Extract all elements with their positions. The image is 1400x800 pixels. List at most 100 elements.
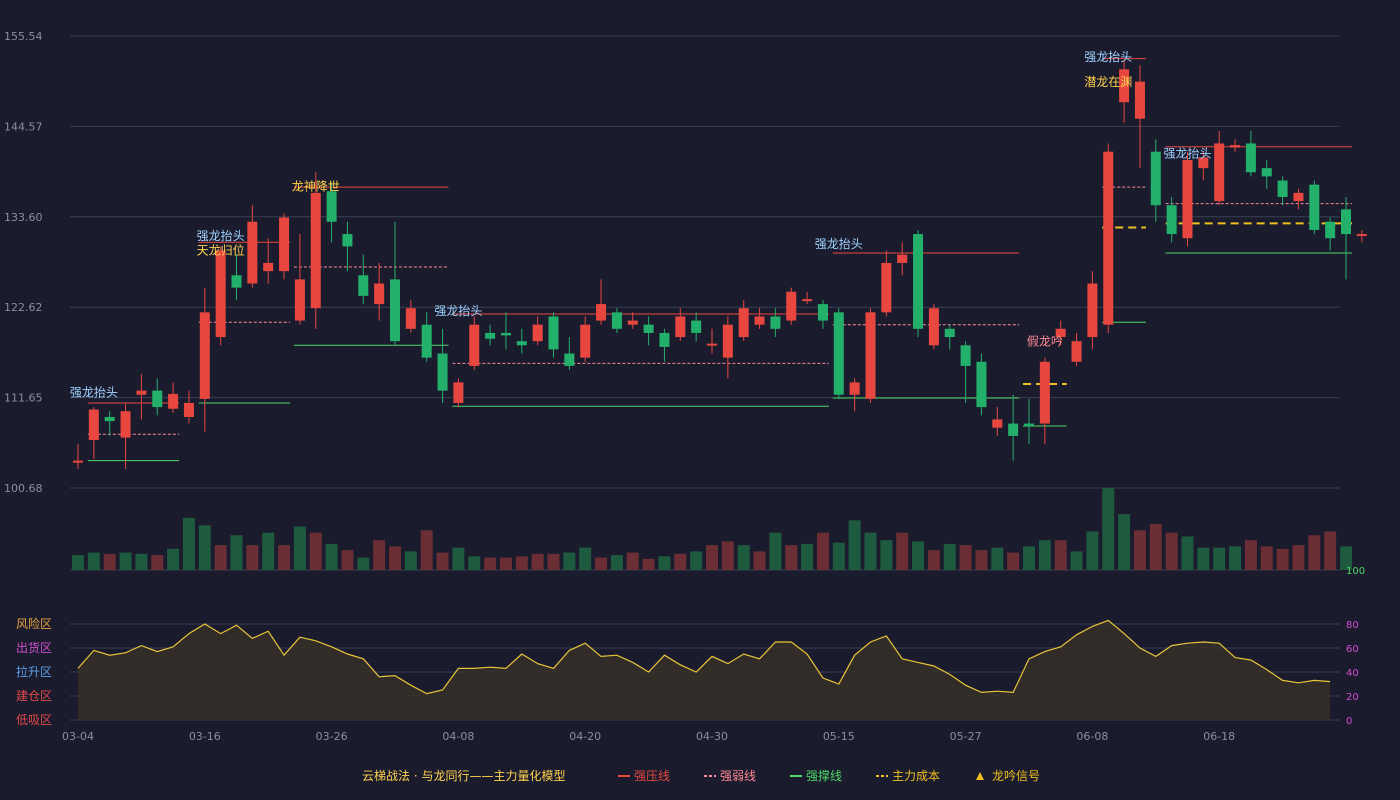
volume-bar xyxy=(246,545,259,570)
volume-bar xyxy=(832,542,845,570)
candle-body xyxy=(738,308,749,338)
candle-body xyxy=(881,262,892,313)
candle-body xyxy=(675,316,686,338)
candle-body xyxy=(1182,159,1193,239)
candle-body xyxy=(611,312,622,329)
volume-bar xyxy=(547,553,560,570)
legend-title: 云梯战法 · 与龙同行——主力量化模型 xyxy=(362,769,565,783)
candle-body xyxy=(1039,361,1050,424)
signal-label: 强龙抬头 xyxy=(815,237,863,251)
candle-body xyxy=(1356,234,1367,237)
x-tick-label: 04-08 xyxy=(442,730,474,743)
candle-body xyxy=(310,192,321,309)
volume-bar xyxy=(515,556,528,570)
zone-label: 建仓区 xyxy=(16,689,52,703)
candle-body xyxy=(754,316,765,325)
candle-body xyxy=(1245,143,1256,173)
candle-body xyxy=(865,312,876,399)
volume-bar xyxy=(1070,551,1083,570)
x-tick-label: 03-04 xyxy=(62,730,94,743)
volume-bar xyxy=(135,553,148,570)
candle-body xyxy=(421,324,432,358)
candle-body xyxy=(1261,168,1272,177)
x-tick-label: 03-26 xyxy=(316,730,348,743)
volume-bar xyxy=(690,551,703,570)
volume-bar xyxy=(769,532,782,570)
indicator-axis-label: 60 xyxy=(1346,644,1359,655)
candle-body xyxy=(294,279,305,321)
candle-body xyxy=(960,345,971,366)
volume-bar xyxy=(943,543,956,570)
volume-bar xyxy=(1308,535,1321,570)
candle-body xyxy=(849,382,860,395)
candle-body xyxy=(104,416,115,422)
candle-body xyxy=(976,361,987,408)
y-tick-label: 133.60 xyxy=(4,211,43,224)
volume-bar xyxy=(1102,488,1115,570)
y-tick-label: 122.62 xyxy=(4,301,43,314)
volume-bar xyxy=(563,552,576,570)
volume-bar xyxy=(848,520,861,570)
candle-body xyxy=(263,262,274,272)
volume-bar xyxy=(753,551,766,570)
candle-body xyxy=(1150,151,1161,206)
x-tick-label: 04-30 xyxy=(696,730,728,743)
candle-body xyxy=(1214,143,1225,202)
volume-bar xyxy=(721,541,734,570)
volume-bar xyxy=(325,543,338,570)
y-tick-label: 155.54 xyxy=(4,30,43,43)
volume-bar xyxy=(1324,531,1337,570)
candle-body xyxy=(913,234,924,329)
candle-body xyxy=(1277,180,1288,197)
volume-bar xyxy=(1197,547,1210,570)
candle-body xyxy=(580,324,591,358)
candle-body xyxy=(1055,328,1066,338)
candle-body xyxy=(326,191,337,222)
indicator-axis-label: 20 xyxy=(1346,692,1359,703)
candle-body xyxy=(500,332,511,336)
volume-axis-label: 100 xyxy=(1346,566,1365,577)
candle-body xyxy=(231,275,242,288)
volume-bar xyxy=(436,552,449,570)
signal-label: 龙神降世 xyxy=(292,179,340,193)
volume-bar xyxy=(357,557,370,570)
candle-body xyxy=(1134,81,1145,119)
x-tick-label: 05-27 xyxy=(950,730,982,743)
volume-bar xyxy=(1229,546,1242,570)
volume-bar xyxy=(880,540,893,570)
candle-body xyxy=(1119,69,1130,103)
candle-body xyxy=(691,320,702,333)
volume-bar xyxy=(1086,531,1099,570)
volume-bar xyxy=(1292,545,1305,570)
volume-bar xyxy=(1023,546,1035,570)
candle-body xyxy=(136,390,147,395)
candle-body xyxy=(770,316,781,329)
candle-body xyxy=(532,324,543,342)
candle-body xyxy=(1166,205,1177,235)
candle-body xyxy=(358,275,369,296)
volume-bar xyxy=(151,555,164,570)
volume-bar xyxy=(182,517,195,570)
candle-body xyxy=(707,343,717,346)
volume-bar xyxy=(642,558,655,570)
volume-bar xyxy=(87,552,100,570)
signal-label: 强龙抬头 xyxy=(197,229,245,243)
volume-bar xyxy=(1118,514,1131,570)
indicator-line xyxy=(77,619,1331,695)
candle-body xyxy=(897,254,908,263)
volume-bar xyxy=(1260,546,1273,570)
candle-body xyxy=(1071,341,1082,362)
volume-bar xyxy=(579,547,592,570)
candle-body xyxy=(437,353,448,391)
candle-body xyxy=(1008,423,1019,436)
volume-bar xyxy=(468,556,481,570)
axes: 155.54 144.57 133.60 122.62 111.65 100.68 03-0… xyxy=(4,30,1365,743)
candle-body xyxy=(215,250,226,338)
volume-bar xyxy=(595,557,608,570)
volume-bar xyxy=(1133,530,1146,570)
volume-bar xyxy=(737,545,750,570)
volume-bar xyxy=(278,545,291,570)
legend: 云梯战法 · 与龙同行——主力量化模型 强压线 强弱线 强撑线 主力成本 龙吟信号 xyxy=(362,768,1040,783)
volume-bar xyxy=(341,550,354,570)
